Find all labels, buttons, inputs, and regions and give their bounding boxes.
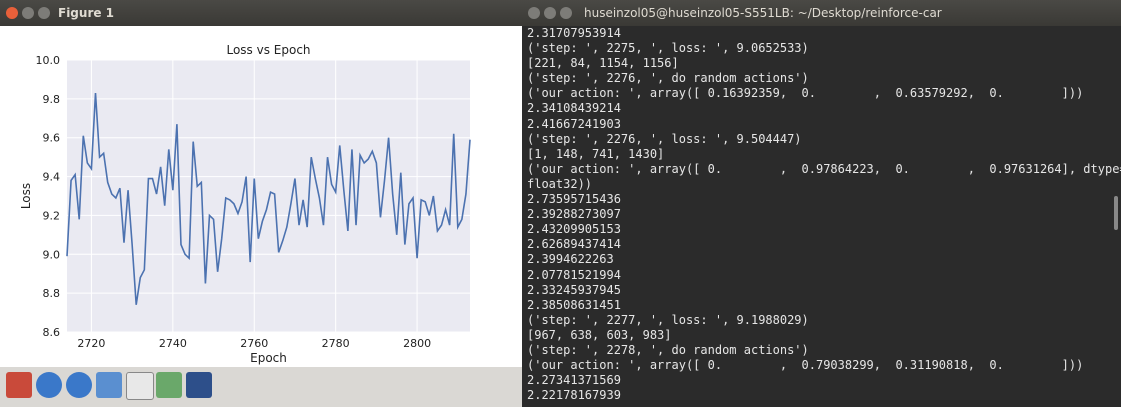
y-tick-label: 8.8 [43,287,61,300]
y-tick-label: 10.0 [36,54,61,67]
title-bar: Figure 1 [0,0,522,26]
terminal-line: ('step: ', 2278, ', do random actions') [527,342,809,357]
maximize-button[interactable] [560,7,572,19]
close-button[interactable] [6,7,18,19]
terminal-line: 2.31707953914 [527,26,621,40]
title-bar: huseinzol05@huseinzol05-S551LB: ~/Deskto… [522,0,1121,26]
terminal-line: 2.73595715436 [527,192,621,207]
terminal-line: [967, 638, 603, 983] [527,327,672,342]
terminal-line: 2.39288273097 [527,207,621,222]
y-axis-label: Loss [19,183,33,209]
data-line [66,92,471,305]
terminal-line: 2.33245937945 [527,282,621,297]
subplots-tool[interactable] [156,372,182,398]
terminal-line: 2.62689437414 [527,237,621,252]
terminal-line: ('step: ', 2277, ', loss: ', 9.1988029) [527,312,809,327]
terminal-line: 2.38508631451 [527,297,621,312]
scrollbar[interactable] [1114,196,1118,230]
home-tool[interactable] [6,372,32,398]
terminal-line: ('step: ', 2276, ', loss: ', 9.504447) [527,131,802,146]
x-tick-label: 2740 [159,337,187,350]
save-tool[interactable] [186,372,212,398]
terminal-output: 2.31707953914 ('step: ', 2275, ', loss: '… [527,26,1121,403]
y-tick-label: 9.4 [43,171,61,184]
terminal-line: 2.43209905153 [527,222,621,237]
maximize-button[interactable] [38,7,50,19]
x-tick-label: 2760 [240,337,268,350]
terminal-line: 2.3994622263 [527,252,614,267]
terminal-line: 2.34108439214 [527,101,621,116]
forward-tool[interactable] [66,372,92,398]
x-tick-label: 2720 [77,337,105,350]
terminal-line: ('step: ', 2276, ', do random actions') [527,71,809,86]
y-tick-label: 9.0 [43,248,61,261]
pan-tool[interactable] [96,372,122,398]
terminal-line: 2.07781521994 [527,267,621,282]
terminal-line: ('our action: ', array([ 0. , 0.97864223… [527,161,1121,176]
terminal-line: float32)) [527,176,593,191]
terminal-window: huseinzol05@huseinzol05-S551LB: ~/Deskto… [522,0,1121,407]
window-title: huseinzol05@huseinzol05-S551LB: ~/Deskto… [584,6,942,20]
x-tick-label: 2800 [403,337,431,350]
terminal-line: ('step: ', 2275, ', loss: ', 9.0652533) [527,41,809,56]
x-tick-label: 2780 [322,337,350,350]
minimize-button[interactable] [544,7,556,19]
terminal-line: 2.22178167939 [527,388,621,403]
y-tick-label: 9.8 [43,93,61,106]
back-tool[interactable] [36,372,62,398]
y-tick-label: 9.2 [43,209,61,222]
toolbar [0,367,522,407]
close-button[interactable] [528,7,540,19]
chart: 8.6 8.8 9.0 9.2 9.4 9.6 9.8 10.0 2720 2740 2760 278… [19,43,471,365]
terminal-line: 2.27341371569 [527,373,621,388]
terminal-line: ('our action: ', array([ 0.16392359, 0. … [527,86,1084,101]
terminal-line: [221, 84, 1154, 1156] [527,56,679,71]
y-tick-label: 8.6 [43,326,61,339]
terminal-line: [1, 148, 741, 1430] [527,146,665,161]
terminal-line: 2.41667241903 [527,116,621,131]
window-title: Figure 1 [58,6,115,20]
terminal-line: ('our action: ', array([ 0. , 0.79038299… [527,358,1084,373]
x-axis-label: Epoch [250,351,287,365]
y-tick-label: 9.6 [43,132,61,145]
minimize-button[interactable] [22,7,34,19]
zoom-tool[interactable] [126,372,154,400]
chart-title: Loss vs Epoch [226,43,310,57]
figure-window: Figure 1 8.6 8.8 9.0 9.2 9.4 9.6 9.8 10.0 2720 27… [0,0,522,407]
